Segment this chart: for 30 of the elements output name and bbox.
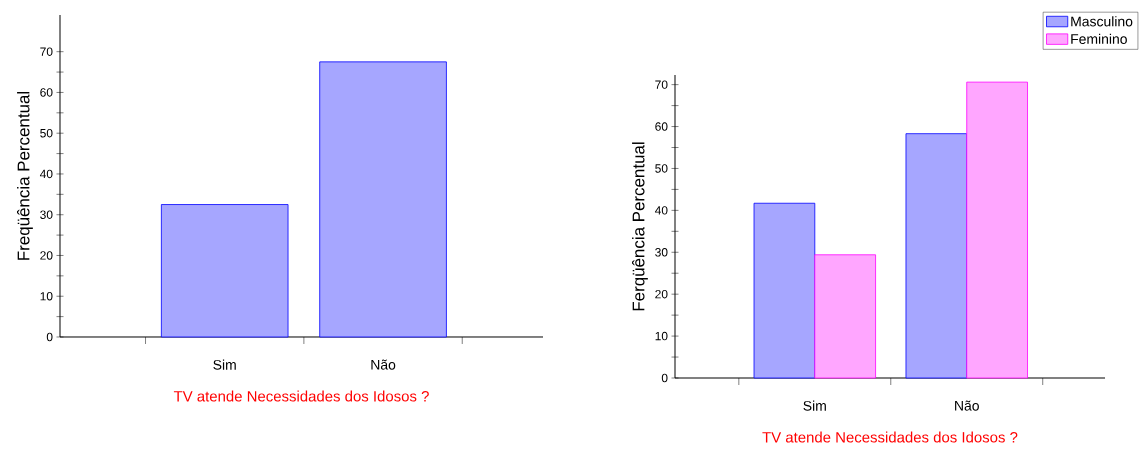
y-tick-label: 60 <box>655 122 668 131</box>
y-tick-label: 70 <box>40 47 53 56</box>
y-tick-label: 50 <box>40 128 53 138</box>
x-tick-label: Sim <box>213 359 236 370</box>
x-axis-title: TV atende Necessidades dos Idosos ? <box>173 390 429 402</box>
y-tick-label: 20 <box>40 251 53 260</box>
y-tick-label: 40 <box>39 169 53 179</box>
y-axis-title: Freqüência Percentual <box>17 91 33 260</box>
y-tick-label: 10 <box>655 331 668 341</box>
y-tick-label: 50 <box>655 164 668 173</box>
x-tick-label: Não <box>371 359 396 370</box>
bar <box>814 254 876 379</box>
y-tick-label: 60 <box>40 88 53 97</box>
y-tick-label: 70 <box>655 80 668 89</box>
y-tick-label: 20 <box>655 289 668 299</box>
y-tick-label: 30 <box>655 248 668 257</box>
x-tick-label: Sim <box>803 400 826 411</box>
y-tick-label: 40 <box>654 206 668 215</box>
x-tick-label: Não <box>955 400 979 411</box>
y-axis-title: Ferqüência Percentual <box>632 142 648 311</box>
legend-label: Feminino <box>1071 33 1127 44</box>
y-tick-label: 0 <box>46 332 53 342</box>
y-tick-label: 0 <box>661 373 668 383</box>
bar <box>966 81 1028 379</box>
legend-label: Masculino <box>1071 16 1133 27</box>
x-axis-title: TV atende Necessidades dos Idosos ? <box>762 431 1018 443</box>
bar <box>753 202 816 379</box>
bar <box>905 133 968 379</box>
y-tick-label: 30 <box>40 210 53 219</box>
y-tick-label: 10 <box>40 292 53 301</box>
